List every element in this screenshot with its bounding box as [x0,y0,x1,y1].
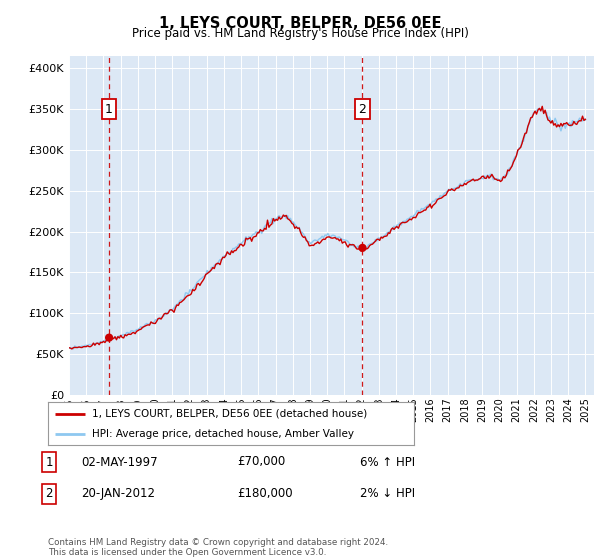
Text: 2: 2 [46,487,53,501]
Text: 1: 1 [46,455,53,469]
Text: 1: 1 [105,102,113,115]
Point [104,333,114,342]
Text: HPI: Average price, detached house, Amber Valley: HPI: Average price, detached house, Ambe… [92,428,354,438]
Text: 6% ↑ HPI: 6% ↑ HPI [360,455,415,469]
Text: Price paid vs. HM Land Registry's House Price Index (HPI): Price paid vs. HM Land Registry's House … [131,27,469,40]
Text: 02-MAY-1997: 02-MAY-1997 [81,455,158,469]
Text: 2% ↓ HPI: 2% ↓ HPI [360,487,415,501]
Text: £70,000: £70,000 [237,455,285,469]
Point [358,244,367,253]
Text: 1, LEYS COURT, BELPER, DE56 0EE: 1, LEYS COURT, BELPER, DE56 0EE [159,16,441,31]
Text: 2: 2 [359,102,367,115]
Text: 20-JAN-2012: 20-JAN-2012 [81,487,155,501]
Text: £180,000: £180,000 [237,487,293,501]
Text: Contains HM Land Registry data © Crown copyright and database right 2024.
This d: Contains HM Land Registry data © Crown c… [48,538,388,557]
Text: 1, LEYS COURT, BELPER, DE56 0EE (detached house): 1, LEYS COURT, BELPER, DE56 0EE (detache… [92,409,367,419]
